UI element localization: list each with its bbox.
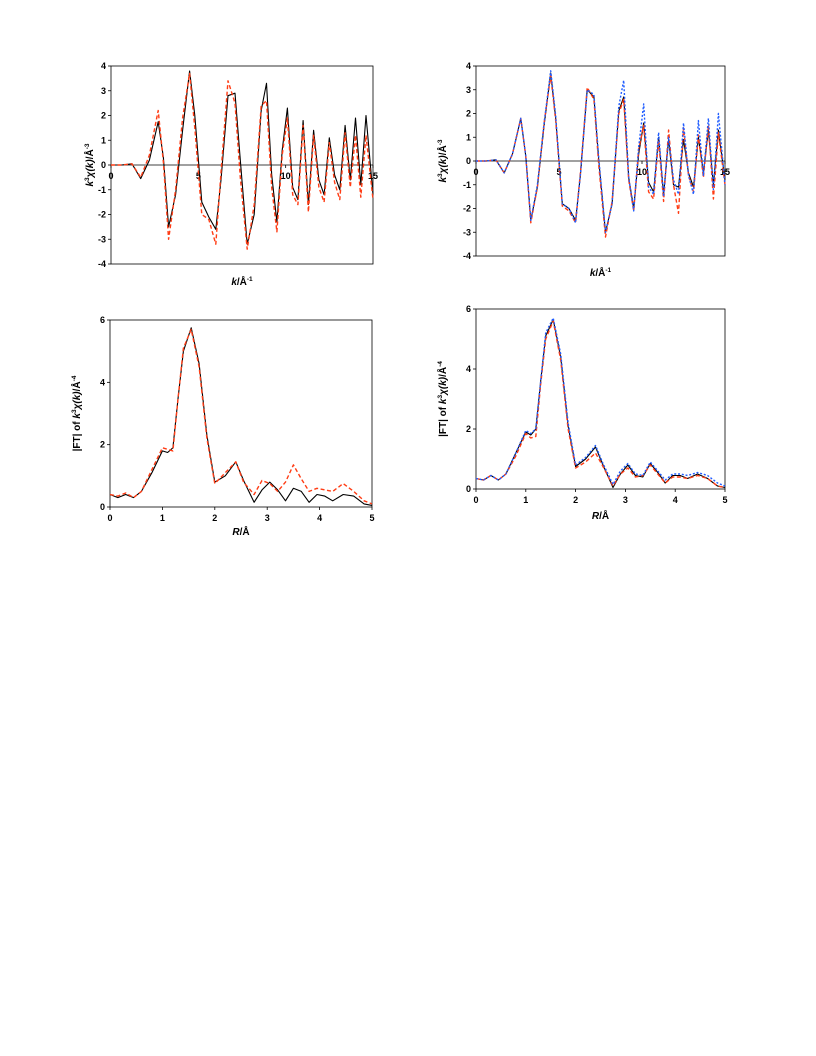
y-tick-label: 3 [466,85,471,95]
y-tick-label: -1 [463,180,471,190]
x-tick-label: 4 [673,495,678,505]
x-axis-label: R/Å [232,525,249,538]
x-tick-label: 2 [573,495,578,505]
x-tick-label: 4 [317,513,322,523]
y-tick-label: 2 [100,440,105,450]
ft-right-chart: 0 2 4 6 0 1 2 3 4 5 R/Å |FT| of k3χ(k)/Å-4 [436,304,728,522]
plot-frame [475,308,726,490]
y-tick-label: 0 [466,156,471,166]
x-tick-label: 3 [623,495,628,505]
x-tick-label: 0 [108,171,113,181]
x-tick-label: 5 [722,495,727,505]
y-tick-label: 2 [101,111,106,121]
x-axis-label: R/Å [592,509,609,522]
y-tick-label: 2 [466,424,471,434]
x-axis-label: k/Å-1 [231,275,253,288]
y-tick-label: 2 [466,109,471,119]
series-line-1 [109,327,373,506]
y-axis-label: |FT| of k3χ(k)/Å-4 [436,361,449,437]
y-tick-label: -1 [98,185,106,195]
y-tick-label: 4 [100,377,105,387]
x-tick-label: 0 [107,513,112,523]
y-axis-label: k3χ(k)/Å-3 [436,139,449,182]
y-tick-label: 4 [101,61,106,71]
series-line-2 [109,328,373,505]
y-tick-label: 6 [466,304,471,314]
x-axis-label: k/Å-1 [590,266,612,279]
x-tick-label: 1 [160,513,165,523]
x-tick-label: 3 [265,513,270,523]
x-tick-label: 15 [720,167,730,177]
x-tick-label: 2 [212,513,217,523]
series-line-1 [111,70,374,245]
series-line-3 [476,70,726,233]
y-axis-label: |FT| of k3χ(k)/Å-4 [70,375,83,451]
series-line-3 [475,317,726,487]
x-tick-label: 1 [523,495,528,505]
y-tick-label: -4 [98,259,106,269]
plot-frame [109,319,373,508]
y-tick-label: 3 [101,86,106,96]
series-line-2 [476,74,726,238]
y-tick-label: 1 [101,135,106,145]
ft-left-chart: 0 2 4 6 0 1 2 3 4 5 R/Å |FT| of k3χ(k)/Å-4 [70,315,375,538]
y-tick-label: 4 [466,364,471,374]
y-tick-label: 1 [466,132,471,142]
x-tick-label: 5 [369,513,374,523]
x-tick-label: 15 [368,171,378,181]
x-tick-label: 5 [196,171,201,181]
y-tick-label: 0 [466,484,471,494]
series-line-2 [475,320,726,489]
x-tick-label: 0 [473,495,478,505]
y-axis-label: k3χ(k)/Å-3 [83,143,96,186]
y-tick-label: 4 [466,61,471,71]
y-tick-label: 6 [100,315,105,325]
y-tick-label: -4 [463,251,471,261]
y-tick-label: 0 [101,160,106,170]
y-tick-label: 0 [100,502,105,512]
y-tick-label: -2 [463,204,471,214]
x-tick-label: 10 [637,167,647,177]
y-tick-label: -3 [98,234,106,244]
x-tick-label: 0 [473,167,478,177]
y-tick-label: -2 [98,210,106,220]
series-line-2 [111,72,374,250]
y-tick-label: -3 [463,227,471,237]
x-tick-label: 10 [281,171,291,181]
